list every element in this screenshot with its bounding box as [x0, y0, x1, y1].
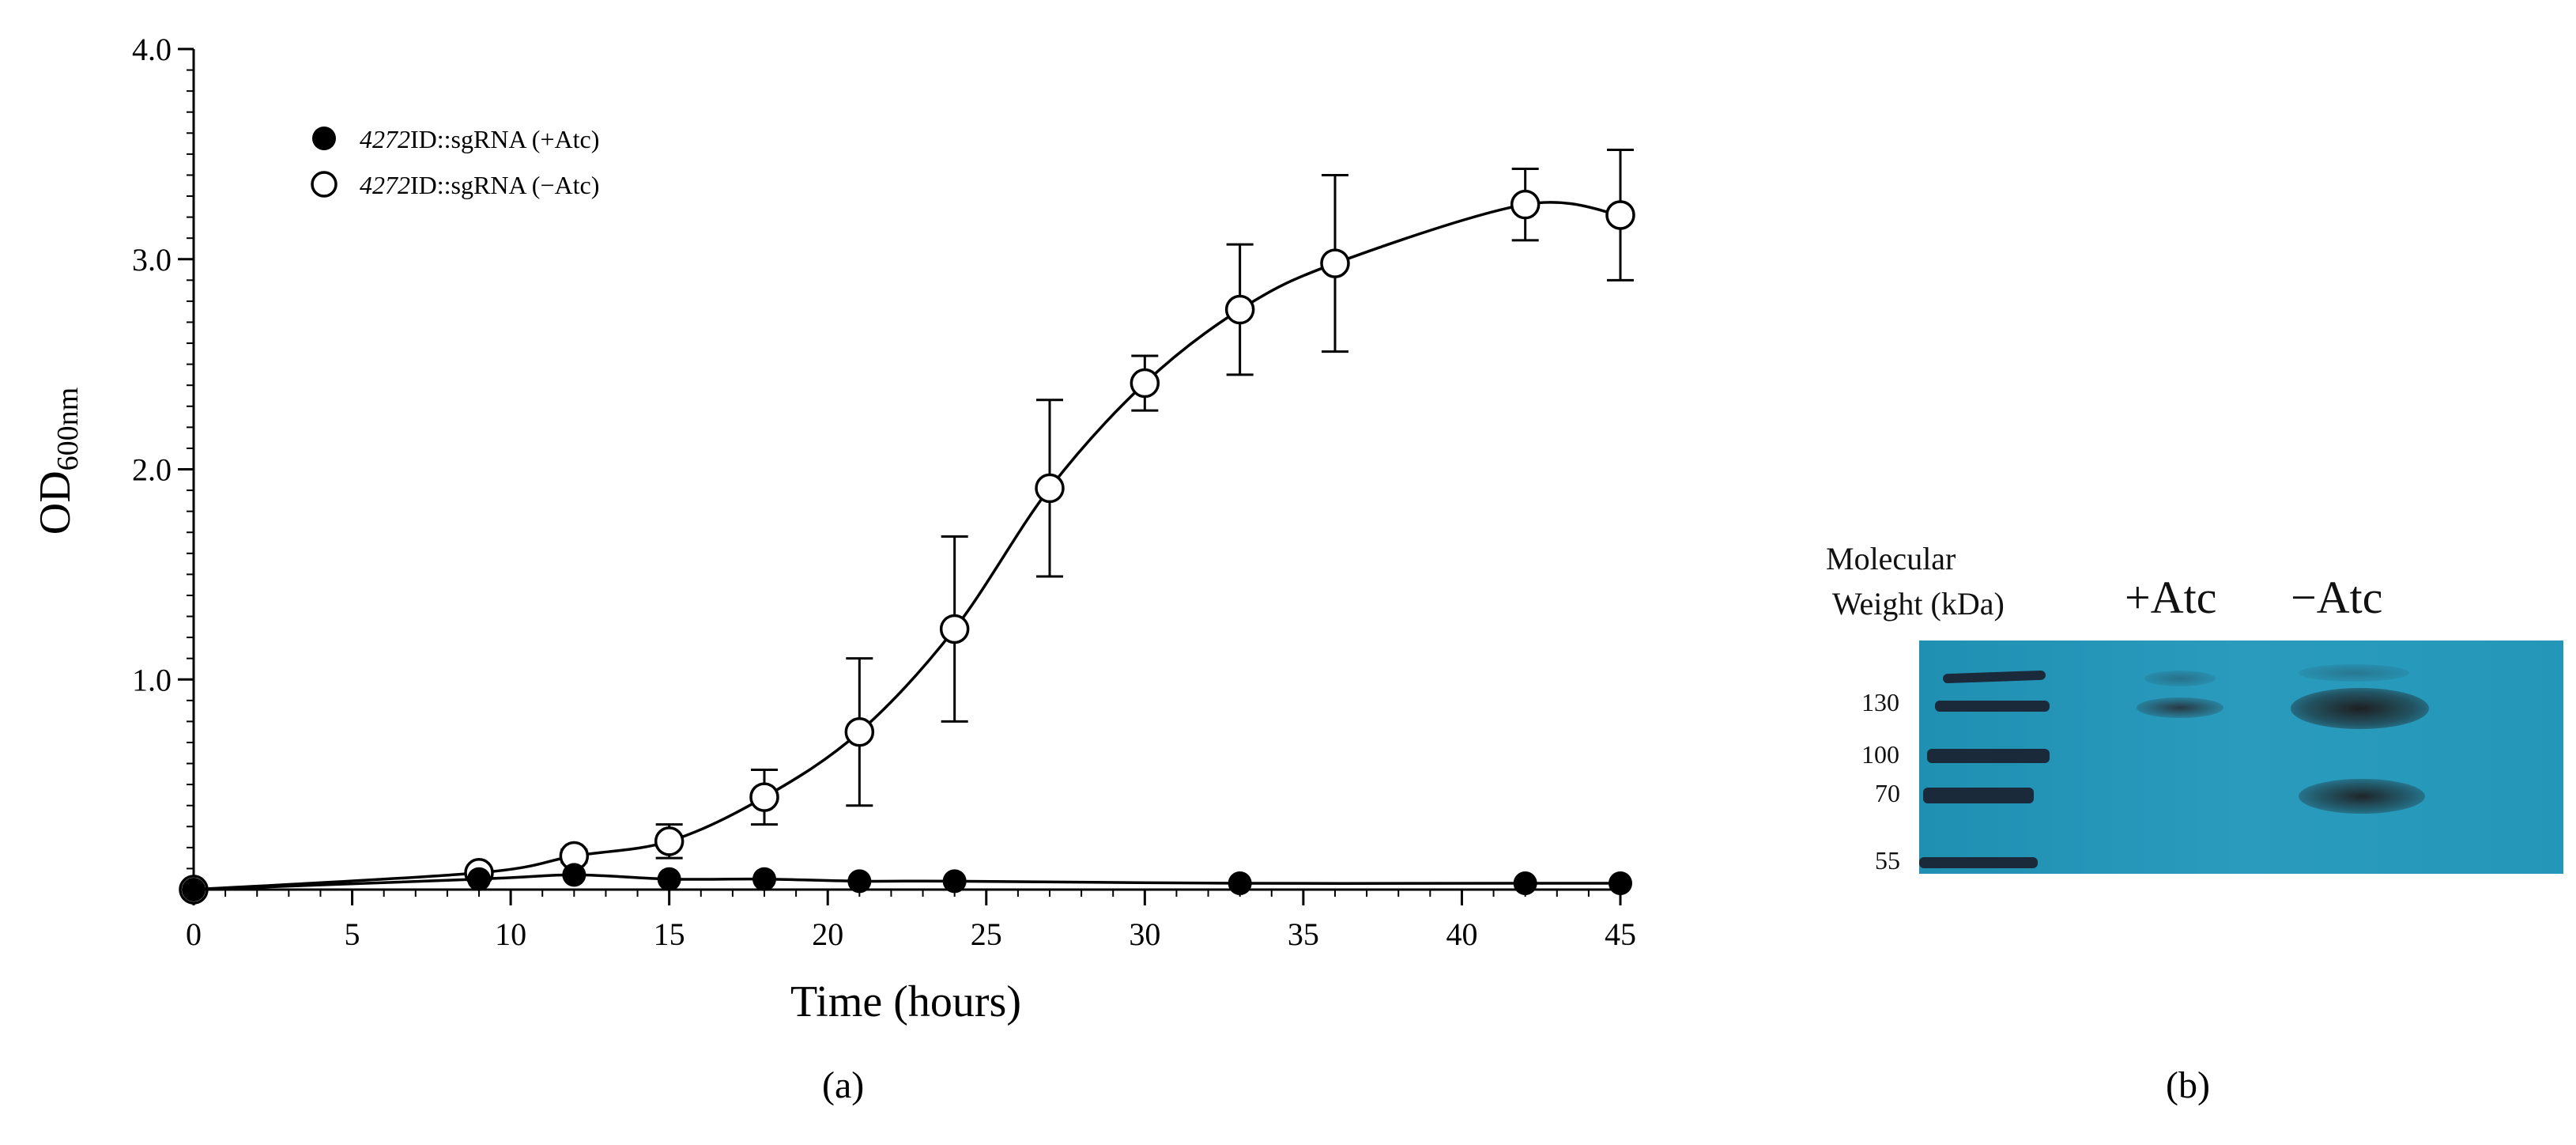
data-point [847, 869, 872, 894]
ladder-band-55 [1919, 857, 2038, 868]
ladder-band-130 [1935, 701, 2050, 712]
series-plus-atc [182, 863, 1632, 901]
x-tick-label: 45 [1605, 916, 1636, 952]
mw-marker-130: 130 [1861, 688, 1899, 716]
data-point [1609, 871, 1632, 896]
y-tick-label: 2.0 [132, 452, 172, 488]
band-minus-atc-faint [2299, 664, 2409, 682]
legend-marker-filled [312, 127, 336, 150]
data-point [939, 614, 970, 644]
x-tick-label: 15 [654, 916, 685, 952]
y-axis: 1.0 2.0 3.0 4.0 [132, 32, 195, 890]
data-point [1228, 871, 1252, 896]
x-tick-label: 35 [1288, 916, 1319, 952]
data-point [1513, 871, 1537, 896]
legend-item-plus-atc: 4272ID::sgRNA (+Atc) [312, 125, 599, 153]
y-tick-label: 1.0 [132, 662, 172, 697]
panel-a-label: (a) [822, 1064, 865, 1106]
mw-marker-55: 55 [1875, 846, 1900, 875]
x-axis-label: Time (hours) [790, 977, 1021, 1026]
ladder-band-70 [1923, 788, 2034, 803]
lane-label-plus-atc: +Atc [2125, 572, 2217, 623]
y-axis-label-main: OD [31, 470, 80, 535]
data-point [752, 867, 776, 891]
data-point [467, 867, 491, 891]
series-line [193, 201, 1621, 891]
data-point [1224, 294, 1255, 325]
mw-marker-70: 70 [1875, 779, 1900, 807]
mw-header-line1: Molecular [1826, 541, 1956, 576]
y-tick-label: 3.0 [132, 242, 172, 278]
data-point [1510, 189, 1541, 220]
western-blot-image [1919, 641, 2563, 874]
legend-item-minus-atc: 4272ID::sgRNA (−Atc) [311, 171, 599, 199]
series-layer [179, 149, 1635, 905]
legend: 4272ID::sgRNA (+Atc) 4272ID::sgRNA (−Atc… [311, 125, 599, 199]
y-axis-label-sub: 600nm [51, 387, 85, 471]
band-minus-atc-lower [2299, 779, 2425, 814]
data-point [942, 869, 967, 894]
data-point [562, 863, 586, 887]
band-minus-atc-130 [2291, 688, 2429, 729]
legend-label-minus-atc: 4272ID::sgRNA (−Atc) [360, 171, 599, 199]
x-tick-label: 10 [495, 916, 526, 952]
data-point [1605, 200, 1635, 230]
mw-header-line2: Weight (kDa) [1832, 586, 2005, 622]
y-tick-label: 4.0 [132, 32, 172, 67]
data-point [182, 878, 206, 901]
data-point [749, 782, 779, 812]
x-tick-label: 30 [1129, 916, 1160, 952]
x-axis: 0 5 10 15 20 25 30 35 40 45 [186, 888, 1636, 952]
legend-label-plus-atc: 4272ID::sgRNA (+Atc) [360, 125, 599, 153]
series-minus-atc [179, 149, 1635, 905]
data-point [654, 826, 685, 856]
ladder-band-100 [1927, 749, 2050, 763]
data-point [657, 867, 681, 891]
data-point [1130, 368, 1160, 399]
ladder-band-top [1942, 670, 2046, 684]
x-tick-label: 0 [186, 916, 202, 952]
x-tick-label: 40 [1446, 916, 1477, 952]
x-tick-label: 5 [345, 916, 360, 952]
band-plus-atc-faint [2144, 671, 2216, 686]
x-tick-label: 25 [971, 916, 1002, 952]
data-point [1320, 248, 1350, 278]
legend-marker-open [311, 171, 338, 198]
panel-b-label: (b) [2166, 1064, 2210, 1106]
lane-label-minus-atc: −Atc [2291, 572, 2383, 623]
mw-marker-100: 100 [1861, 740, 1899, 769]
growth-curve-chart: 1.0 2.0 3.0 4.0 0 5 10 15 20 25 30 35 40 45 Time (ho… [31, 32, 1636, 1026]
band-plus-atc-130 [2137, 697, 2223, 718]
data-point [1035, 473, 1065, 504]
y-axis-label: OD600nm [31, 387, 85, 535]
x-tick-label: 20 [812, 916, 843, 952]
data-point [844, 716, 875, 747]
